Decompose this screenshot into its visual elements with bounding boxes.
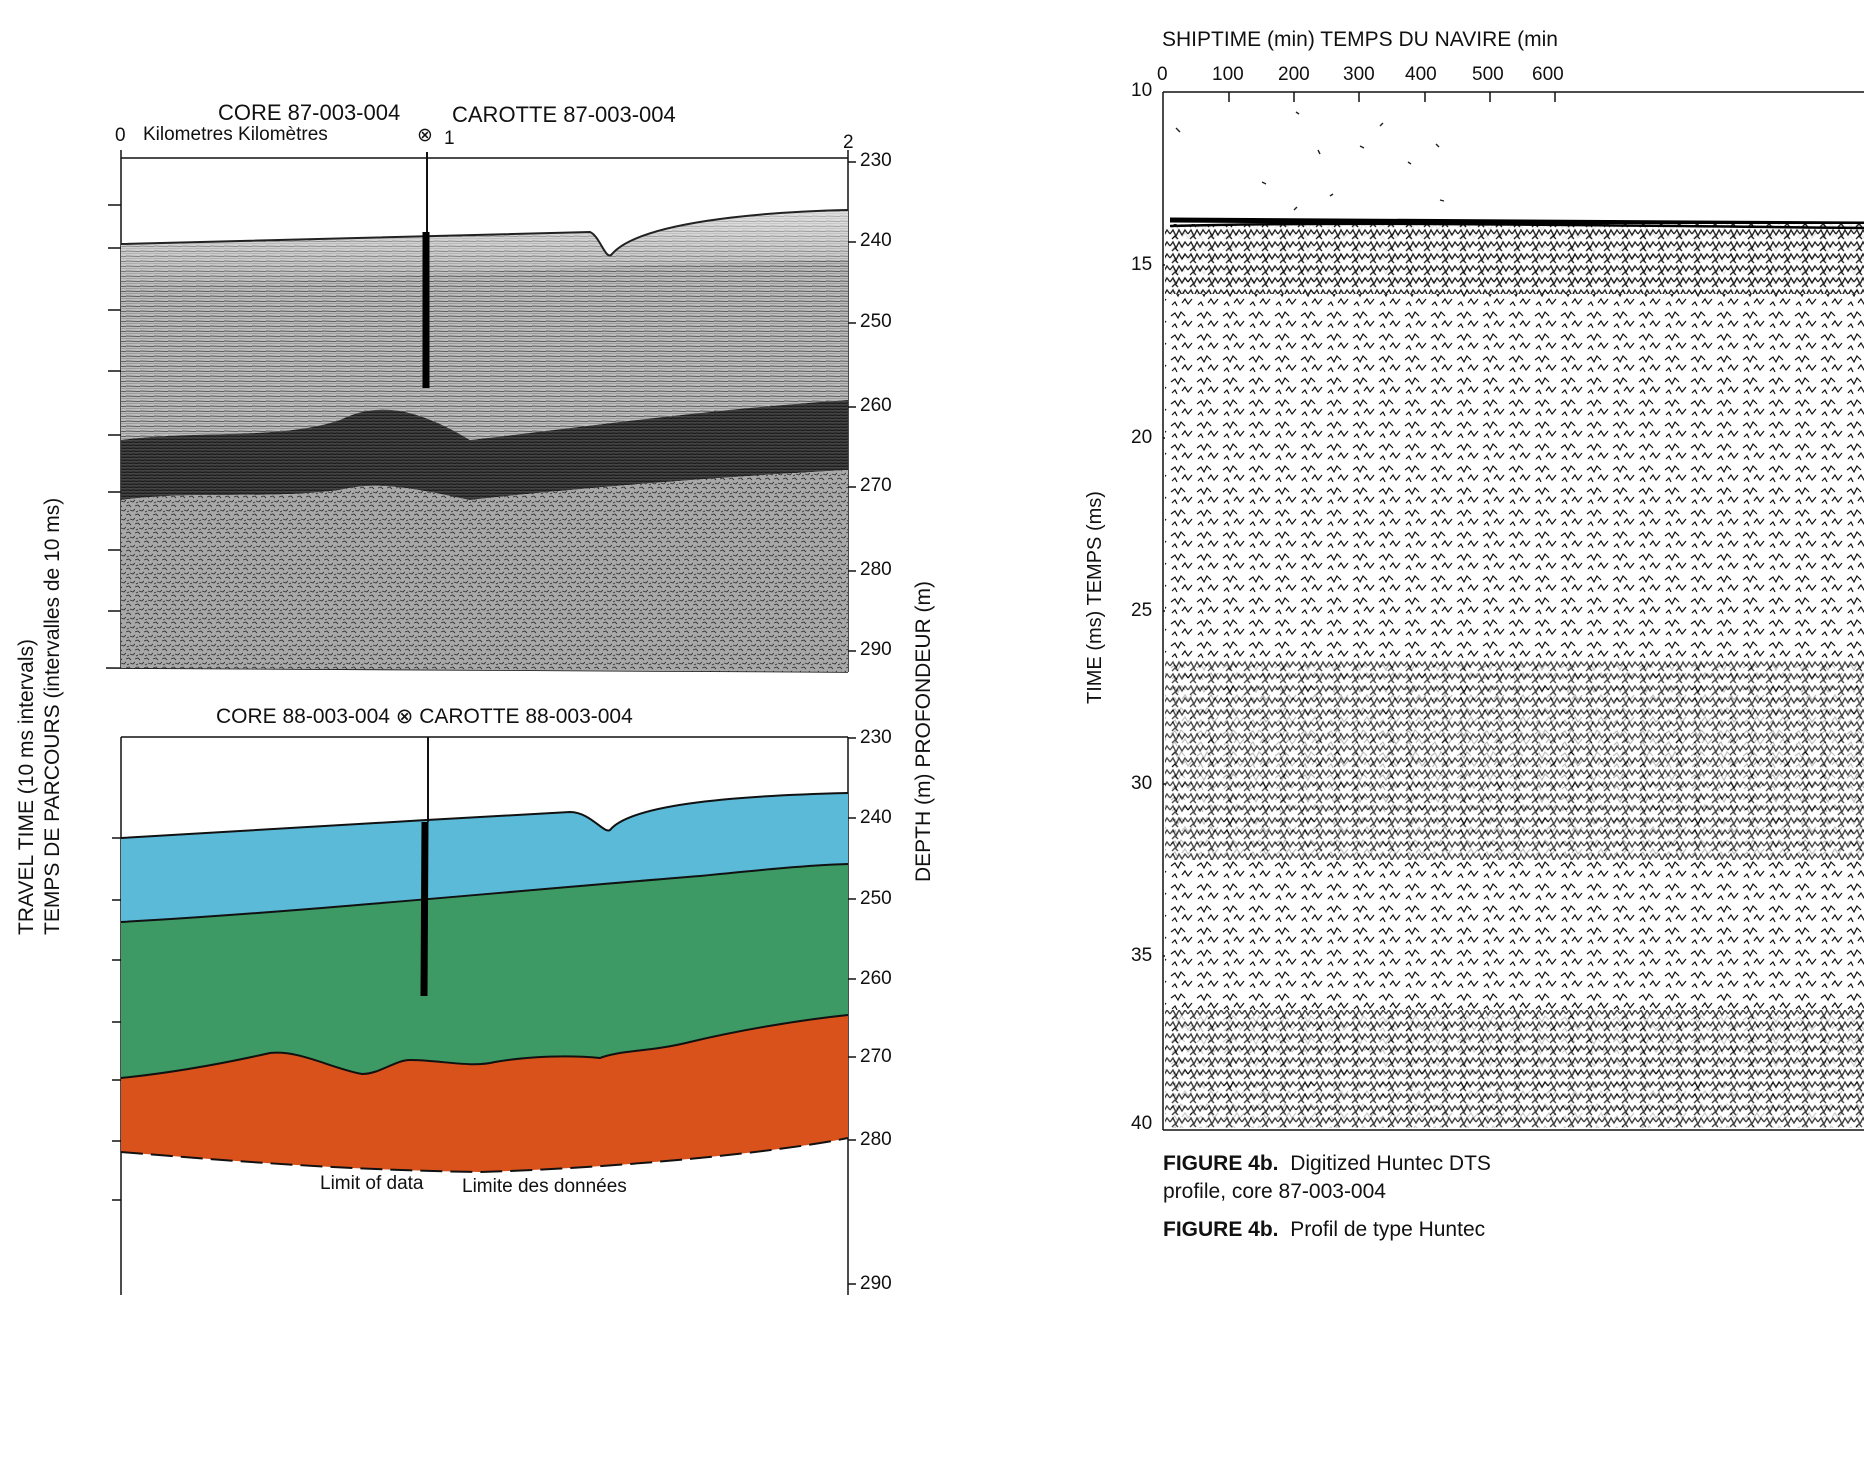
top-depth-tick: 250	[860, 311, 892, 332]
upper-unit-fill	[121, 793, 848, 922]
top-x-tick-1: 1	[444, 128, 455, 149]
caption-text-en-1: Digitized Huntec DTS	[1290, 1152, 1491, 1175]
top-x-tick-0: 0	[115, 125, 126, 146]
bottom-depth-tick: 230	[860, 727, 892, 748]
right-y-tick: 20	[1131, 427, 1153, 448]
caption-figure-label-en: FIGURE 4b.	[1163, 1152, 1279, 1175]
middle-unit-fill	[121, 864, 848, 1078]
bottom-panel-title: CORE 88-003-004 ⊗ CAROTTE 88-003-004	[216, 705, 633, 728]
caption-english: FIGURE 4b. Digitized Huntec DTS profile,…	[1163, 1150, 1491, 1206]
distance-label: Kilometres Kilomètres	[143, 124, 328, 145]
top-depth-tick: 270	[860, 475, 892, 496]
limite-des-donnees-label: Limite des données	[462, 1176, 627, 1197]
bottom-depth-tick: 280	[860, 1129, 892, 1150]
top-depth-tick: 290	[860, 639, 892, 660]
bottom-depth-tick: 290	[860, 1273, 892, 1294]
right-x-tick: 100	[1212, 64, 1244, 85]
top-carotte-title: CAROTTE 87-003-004	[452, 102, 676, 127]
caption-text-en-2: profile, core 87-003-004	[1163, 1180, 1386, 1203]
right-y-tick: 15	[1131, 254, 1153, 275]
caption-french: FIGURE 4b. Profil de type Huntec	[1163, 1216, 1485, 1244]
right-y-tick: 35	[1131, 945, 1153, 966]
right-y-tick: 40	[1131, 1113, 1153, 1134]
right-y-tick: 30	[1131, 773, 1153, 794]
bottom-depth-tick: 240	[860, 807, 892, 828]
right-x-tick: 200	[1278, 64, 1310, 85]
right-y-tick: 25	[1131, 600, 1153, 621]
top-x-tick-2: 2	[843, 132, 854, 153]
right-x-tick: 500	[1472, 64, 1504, 85]
limit-of-data-label: Limit of data	[320, 1173, 424, 1194]
right-x-tick: 0	[1157, 64, 1168, 85]
top-depth-tick: 240	[860, 230, 892, 251]
top-depth-tick: 260	[860, 395, 892, 416]
top-depth-tick: 230	[860, 150, 892, 171]
caption-text-fr-1: Profil de type Huntec	[1290, 1218, 1486, 1241]
bottom-depth-tick: 250	[860, 888, 892, 909]
bottom-depth-tick: 260	[860, 968, 892, 989]
shiptime-axis-label: SHIPTIME (min) TEMPS DU NAVIRE (min	[1162, 28, 1558, 51]
lower-unit-fill	[121, 1015, 848, 1172]
top-core-title: CORE 87-003-004	[218, 100, 401, 125]
core-location-symbol: ⊗	[417, 125, 433, 146]
bottom-depth-tick: 270	[860, 1046, 892, 1067]
caption-figure-label-fr: FIGURE 4b.	[1163, 1218, 1279, 1241]
right-x-tick: 400	[1405, 64, 1437, 85]
right-x-tick: 300	[1343, 64, 1375, 85]
right-y-tick: 10	[1131, 80, 1153, 101]
right-x-tick: 600	[1532, 64, 1564, 85]
top-depth-tick: 280	[860, 559, 892, 580]
